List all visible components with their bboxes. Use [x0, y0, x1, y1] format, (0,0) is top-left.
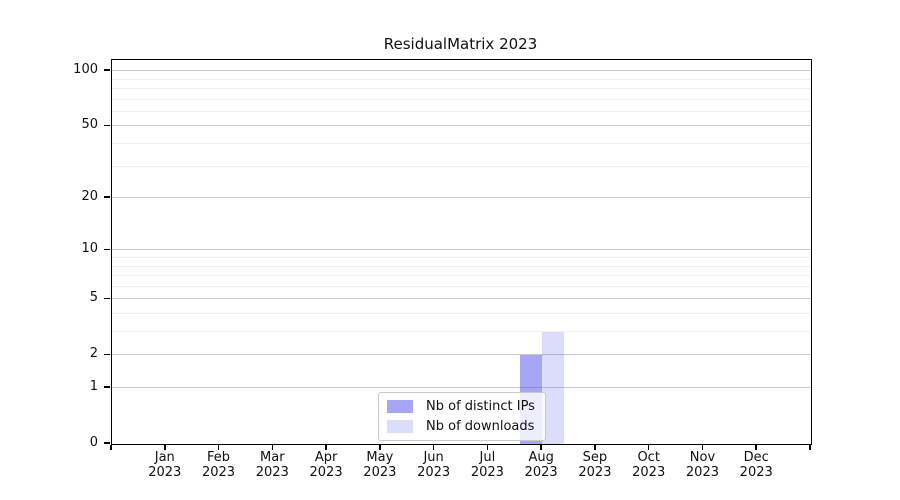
x-tick-mark [164, 444, 166, 450]
x-tick-month: Oct [637, 450, 660, 465]
x-tick-mark [432, 444, 435, 450]
x-tick-month: Nov [689, 450, 716, 465]
x-tick-month: Apr [314, 450, 338, 465]
x-tick-label: Aug 2023 [509, 450, 573, 480]
x-tick-month: Jul [479, 450, 496, 465]
x-tick-year: 2023 [255, 465, 289, 480]
x-tick-mark [540, 444, 542, 450]
x-tick-label: May 2023 [348, 450, 412, 480]
minor-gridline [112, 265, 811, 267]
legend-swatch-distinct-ips-icon [387, 400, 413, 413]
y-tick-mark [104, 353, 110, 355]
x-tick-year: 2023 [578, 465, 612, 480]
bar-downloads [542, 332, 564, 444]
minor-gridline [112, 98, 811, 100]
major-gridline [112, 249, 811, 251]
x-tick-mark [594, 444, 596, 450]
x-tick-label: Oct 2023 [617, 450, 681, 480]
x-tick-month: Sep [582, 450, 608, 465]
x-tick-label: Dec 2023 [724, 450, 788, 480]
x-tick-month: Jun [423, 450, 444, 465]
x-tick-month: Dec [743, 450, 769, 465]
major-gridline [112, 125, 811, 127]
y-tick-label: 50 [81, 117, 98, 133]
x-tick-year: 2023 [309, 465, 343, 480]
minor-gridline [112, 285, 811, 287]
legend-label-distinct-ips: Nb of distinct IPs [426, 399, 535, 414]
y-tick-label: 20 [81, 189, 98, 205]
minor-gridline [112, 313, 811, 314]
x-tick-label: Mar 2023 [240, 450, 304, 480]
x-tick-mark [486, 444, 489, 450]
y-tick-mark [104, 386, 110, 388]
y-tick-label: 2 [89, 346, 98, 362]
y-tick-label: 0 [89, 435, 98, 450]
y-tick-label: 1 [89, 379, 98, 394]
y-tick-label: 5 [89, 290, 98, 306]
y-tick-label: 100 [73, 62, 98, 78]
x-tick-month: Feb [207, 450, 231, 465]
minor-gridline [112, 78, 811, 80]
x-tick-year: 2023 [524, 465, 558, 480]
minor-gridline [112, 110, 811, 112]
plot-area [111, 59, 812, 445]
legend-swatch-downloads-icon [387, 420, 413, 433]
x-tick-mark [110, 444, 112, 450]
minor-gridline [112, 88, 811, 90]
x-tick-year: 2023 [685, 465, 719, 480]
x-tick-label: Sep 2023 [563, 450, 627, 480]
y-tick-mark [104, 297, 110, 299]
x-tick-month: Jan [154, 450, 175, 465]
x-tick-month: May [366, 450, 394, 465]
x-tick-year: 2023 [417, 465, 451, 480]
x-tick-mark [809, 444, 811, 450]
x-tick-year: 2023 [739, 465, 773, 480]
y-tick-mark [104, 248, 110, 251]
x-tick-mark [755, 444, 757, 450]
x-tick-label: Nov 2023 [670, 450, 734, 480]
major-gridline [112, 70, 811, 72]
x-tick-year: 2023 [363, 465, 397, 480]
x-tick-month: Mar [260, 450, 285, 465]
major-gridline [112, 354, 811, 356]
x-tick-mark [325, 444, 327, 450]
x-tick-label: Jul 2023 [455, 450, 519, 480]
minor-gridline [112, 275, 811, 277]
legend-label-downloads: Nb of downloads [426, 419, 535, 434]
y-tick-mark [104, 196, 110, 198]
minor-gridline [112, 331, 811, 333]
minor-gridline [112, 257, 811, 258]
x-tick-mark [217, 444, 220, 450]
y-tick-mark [104, 442, 110, 444]
y-tick-label: 10 [81, 241, 98, 257]
y-tick-mark [104, 124, 110, 127]
x-tick-label: Jun 2023 [402, 450, 466, 480]
x-tick-mark [647, 444, 650, 450]
x-tick-year: 2023 [632, 465, 666, 480]
legend-item-distinct-ips: Nb of distinct IPs [387, 398, 535, 415]
legend: Nb of distinct IPs Nb of downloads [378, 392, 546, 441]
major-gridline [112, 197, 811, 199]
x-tick-month: Aug [528, 450, 554, 465]
x-tick-label: Apr 2023 [294, 450, 358, 480]
x-tick-year: 2023 [201, 465, 236, 480]
x-tick-label: Feb 2023 [187, 450, 251, 480]
chart-title: ResidualMatrix 2023 [383, 35, 538, 53]
minor-gridline [112, 143, 811, 145]
x-tick-mark [379, 444, 381, 450]
y-tick-mark [104, 69, 110, 71]
major-gridline [112, 387, 811, 389]
major-gridline [112, 298, 811, 300]
x-tick-year: 2023 [470, 465, 504, 480]
x-tick-year: 2023 [148, 465, 182, 480]
x-tick-mark [271, 444, 274, 450]
legend-item-downloads: Nb of downloads [387, 418, 535, 435]
x-tick-mark [701, 444, 704, 450]
minor-gridline [112, 165, 811, 167]
x-tick-label: Jan 2023 [133, 450, 197, 480]
